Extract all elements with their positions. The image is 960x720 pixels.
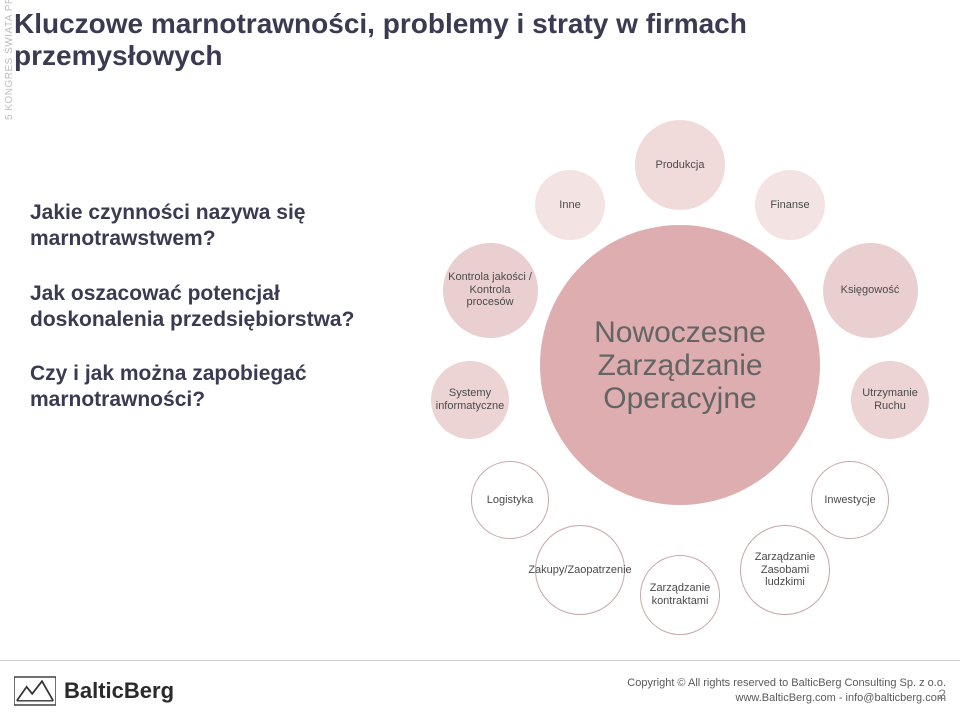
satellite-circle: Utrzymanie Ruchu [851, 361, 929, 439]
question-2: Jak oszacować potencjał doskonalenia prz… [30, 281, 370, 334]
satellite-label: Inne [555, 195, 584, 216]
satellite-label: Utrzymanie Ruchu [851, 383, 929, 416]
satellite-label: Produkcja [652, 155, 709, 176]
satellite-label: Inwestycje [820, 490, 879, 511]
footer-right: Copyright © All rights reserved to Balti… [627, 676, 946, 705]
slide: Kluczowe marnotrawności, problemy i stra… [0, 0, 960, 720]
satellite-label: Kontrola jakości / Kontrola procesów [443, 267, 538, 313]
satellite-circle: Logistyka [471, 461, 549, 539]
circle-diagram: Produkcja Inne Finanse Kontrola jakości / K… [390, 110, 930, 630]
slide-title: Kluczowe marnotrawności, problemy i stra… [14, 8, 946, 72]
satellite-label: Księgowość [837, 280, 904, 301]
satellite-circle: Zakupy/Zaopatrzenie [535, 525, 625, 615]
footer: BalticBerg Copyright © All rights reserv… [0, 660, 960, 720]
side-caption: 5 KONGRES ŚWIATA PRZEMYSŁU KOSMETYCZNEGO… [4, 0, 22, 120]
satellite-circle: Inwestycje [811, 461, 889, 539]
center-circle: Nowoczesne Zarządzanie Operacyjne [540, 225, 820, 505]
question-1: Jakie czynności nazywa się marnotrawstwe… [30, 200, 370, 253]
questions-block: Jakie czynności nazywa się marnotrawstwe… [30, 200, 370, 442]
satellite-circle: Zarządzanie Zasobami ludzkimi [740, 525, 830, 615]
satellite-label: Zarządzanie Zasobami ludzkimi [741, 547, 829, 593]
page-number: 2 [938, 686, 946, 702]
url-line: www.BalticBerg.com - info@balticberg.com [627, 691, 946, 705]
copyright-line: Copyright © All rights reserved to Balti… [627, 676, 946, 690]
satellite-circle: Zarządzanie kontraktami [640, 555, 720, 635]
logo-text: BalticBerg [64, 678, 174, 704]
center-label: Nowoczesne Zarządzanie Operacyjne [540, 316, 820, 415]
logo: BalticBerg [14, 676, 174, 706]
satellite-label: Systemy informatyczne [431, 383, 509, 416]
satellite-label: Zarządzanie kontraktami [641, 578, 719, 611]
satellite-circle: Kontrola jakości / Kontrola procesów [443, 243, 538, 338]
satellite-circle: Finanse [755, 170, 825, 240]
logo-icon [14, 676, 56, 706]
satellite-circle: Systemy informatyczne [431, 361, 509, 439]
satellite-label: Logistyka [483, 490, 537, 511]
satellite-circle: Inne [535, 170, 605, 240]
satellite-label: Zakupy/Zaopatrzenie [524, 560, 635, 581]
satellite-circle: Produkcja [635, 120, 725, 210]
satellite-label: Finanse [766, 195, 813, 216]
satellite-circle: Księgowość [823, 243, 918, 338]
question-3: Czy i jak można zapobiegać marnotrawnośc… [30, 361, 370, 414]
